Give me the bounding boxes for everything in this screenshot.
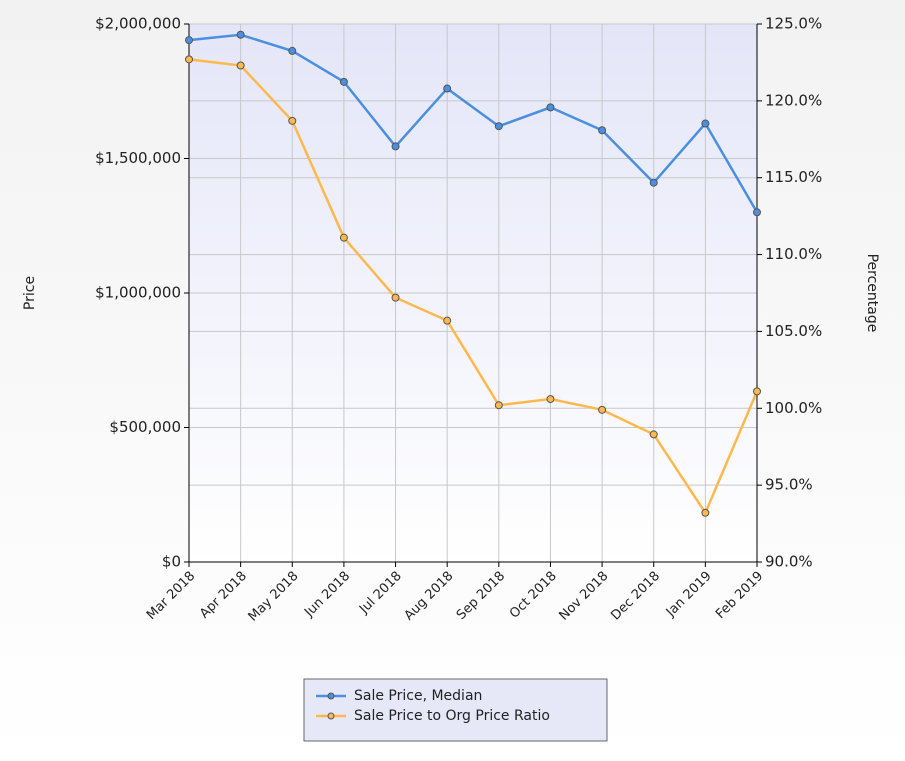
y2-tick-label: 125.0% xyxy=(765,15,822,33)
y2-tick-label: 120.0% xyxy=(765,91,822,109)
point xyxy=(598,126,607,135)
legend-marker xyxy=(327,692,335,700)
series-line xyxy=(188,33,759,213)
point xyxy=(494,401,503,410)
y2-tick-label: 115.0% xyxy=(765,168,822,186)
point xyxy=(391,293,400,302)
y2-axis-label: Percentage xyxy=(864,254,880,333)
point xyxy=(185,36,193,45)
marks xyxy=(185,30,761,517)
y2-tick-label: 95.0% xyxy=(765,476,813,494)
point xyxy=(753,387,761,396)
y2-tick-label: 105.0% xyxy=(765,322,822,340)
point xyxy=(701,119,710,128)
y-tick-label: $0 xyxy=(162,553,181,571)
y2-tick-label: 90.0% xyxy=(765,553,813,571)
legend-label: Sale Price to Org Price Ratio xyxy=(354,708,550,724)
y-axis-label: Price xyxy=(22,276,38,310)
point xyxy=(288,46,297,55)
point xyxy=(546,103,555,112)
y-tick-label: $500,000 xyxy=(109,418,181,436)
y2-tick-label: 100.0% xyxy=(765,399,822,417)
legend-marker xyxy=(327,712,335,720)
y-tick-label: $1,500,000 xyxy=(95,149,181,167)
y-tick-label: $1,000,000 xyxy=(95,284,181,302)
point xyxy=(494,122,503,131)
point xyxy=(185,55,193,64)
point xyxy=(546,395,555,404)
point xyxy=(598,405,607,414)
legend: Sale Price, Median Sale Price to Org Pric… xyxy=(303,678,608,742)
y2-tick-label: 110.0% xyxy=(765,245,822,263)
point xyxy=(236,30,245,39)
point xyxy=(701,508,710,517)
point xyxy=(236,61,245,70)
point xyxy=(288,116,297,125)
point xyxy=(649,430,658,439)
point xyxy=(339,233,348,242)
point xyxy=(339,77,348,86)
legend-box xyxy=(303,678,608,742)
point xyxy=(443,316,452,325)
point xyxy=(649,178,658,187)
point xyxy=(391,142,400,151)
y-tick-label: $2,000,000 xyxy=(95,15,181,33)
series-line xyxy=(188,58,759,516)
point xyxy=(443,84,452,93)
legend-label: Sale Price, Median xyxy=(354,688,482,704)
point xyxy=(753,208,761,217)
